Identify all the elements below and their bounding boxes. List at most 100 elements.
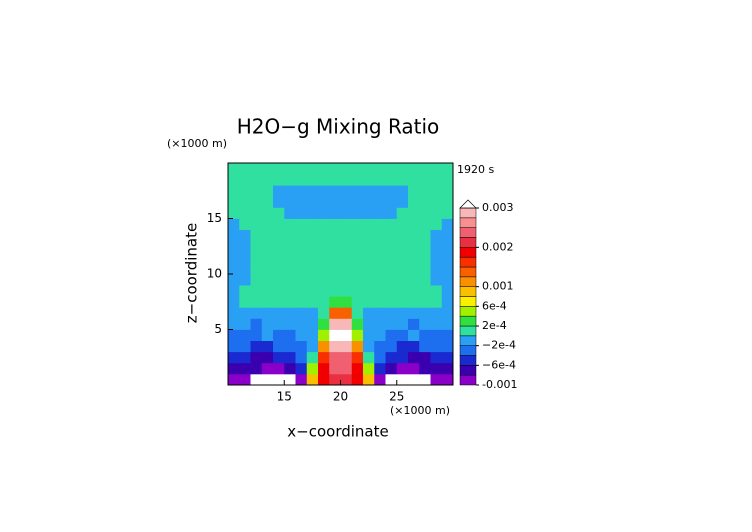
contour-cell <box>239 351 251 364</box>
contour-cell <box>430 296 443 308</box>
contour-cell <box>239 185 251 197</box>
contour-cell <box>250 262 263 275</box>
contour-cell <box>284 351 296 364</box>
contour-cell <box>408 307 420 319</box>
colorbar-band <box>459 256 477 268</box>
colorbar-tick-label: −6e-4 <box>482 358 516 371</box>
contour-cell <box>295 296 308 308</box>
contour-cell <box>340 329 353 341</box>
contour-cell <box>351 274 364 286</box>
contour-cell <box>385 340 398 353</box>
contour-cell <box>306 262 319 275</box>
contour-cell <box>273 307 285 319</box>
contour-cell <box>261 351 274 364</box>
contour-cell <box>408 329 420 341</box>
contour-cell <box>363 196 375 208</box>
colorbar-band <box>459 365 477 376</box>
contour-cell <box>396 307 409 319</box>
contour-cell <box>295 207 308 219</box>
contour-cell <box>441 296 454 308</box>
contour-cell <box>306 318 319 330</box>
contour-cell <box>351 218 364 230</box>
time-label: 1920 s <box>457 163 494 176</box>
contour-cell <box>284 296 296 308</box>
contour-cell <box>295 362 308 375</box>
contour-cell <box>284 229 296 242</box>
contour-cell <box>340 251 353 264</box>
contour-cell <box>228 174 240 186</box>
contour-cell <box>396 196 409 208</box>
contour-cell <box>340 218 353 230</box>
contour-cell <box>363 373 375 386</box>
colorbar-band <box>459 207 477 219</box>
contour-cell <box>430 329 443 341</box>
contour-cell <box>430 351 443 364</box>
contour-cell <box>306 296 319 308</box>
contour-cell <box>419 196 431 208</box>
contour-cell <box>250 185 263 197</box>
contour-cell <box>273 262 285 275</box>
contour-cell <box>351 251 364 264</box>
contour-cell <box>239 362 251 375</box>
contour-cell <box>430 196 443 208</box>
contour-cell <box>385 251 398 264</box>
colorbar-tick-label: 6e-4 <box>482 299 507 312</box>
contour-cell <box>318 296 330 308</box>
contour-cell <box>441 340 454 353</box>
contour-cell <box>284 362 296 375</box>
contour-cell <box>385 274 398 286</box>
contour-cell <box>228 262 240 275</box>
contour-cell <box>273 296 285 308</box>
contour-cell <box>250 373 263 386</box>
contour-cell <box>374 174 386 186</box>
contour-cell <box>228 240 240 253</box>
contour-cell <box>396 373 409 386</box>
contour-cell <box>261 229 274 242</box>
contour-cell <box>273 174 285 186</box>
contour-cell <box>430 274 443 286</box>
contour-cell <box>363 218 375 230</box>
contour-cell <box>408 240 420 253</box>
contour-cell <box>306 274 319 286</box>
contour-cell <box>284 218 296 230</box>
contour-cell <box>351 174 364 186</box>
contour-cell <box>228 362 240 375</box>
contour-cell <box>239 240 251 253</box>
contour-cell <box>419 329 431 341</box>
contour-cell <box>250 362 263 375</box>
contour-cell <box>250 207 263 219</box>
contour-cell <box>374 318 386 330</box>
contour-cell <box>329 274 341 286</box>
contour-cell <box>295 229 308 242</box>
contour-cell <box>408 218 420 230</box>
contour-cell <box>306 229 319 242</box>
colorbar-band <box>459 286 477 297</box>
colorbar-band <box>459 345 477 356</box>
contour-cell <box>318 251 330 264</box>
contour-cell <box>228 207 240 219</box>
contour-cell <box>419 218 431 230</box>
contour-cell <box>385 285 398 297</box>
contour-cell <box>329 318 341 330</box>
contour-cell <box>261 196 274 208</box>
contour-cell <box>250 196 263 208</box>
contour-cell <box>329 185 341 197</box>
contour-cell <box>239 307 251 319</box>
colorbar-band <box>459 237 477 248</box>
contour-cell <box>340 229 353 242</box>
contour-cell <box>329 218 341 230</box>
contour-cell <box>306 240 319 253</box>
contour-cell <box>419 251 431 264</box>
contour-cell <box>374 262 386 275</box>
contour-cell <box>250 307 263 319</box>
contour-cell <box>374 340 386 353</box>
contour-cell <box>273 362 285 375</box>
contour-cell <box>430 218 443 230</box>
contour-cell <box>396 362 409 375</box>
contour-cell <box>273 185 285 197</box>
colorbar-band <box>459 247 477 258</box>
contour-cell <box>273 274 285 286</box>
contour-cell <box>295 240 308 253</box>
contour-cell <box>385 207 398 219</box>
